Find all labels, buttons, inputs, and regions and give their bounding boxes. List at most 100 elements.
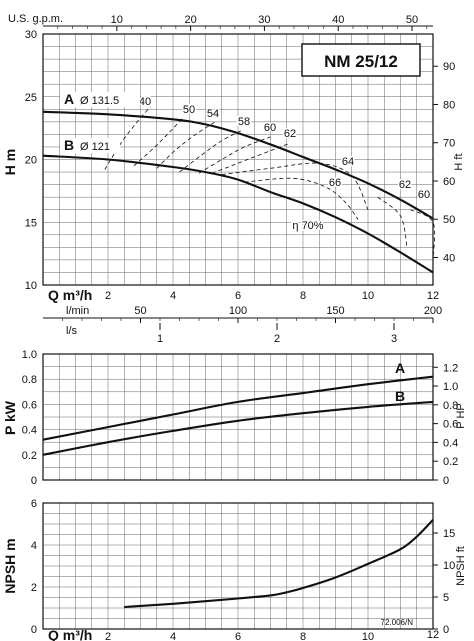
npsh-ft-tick: 10 [443, 560, 455, 572]
efficiency-curve [104, 106, 151, 170]
head-y-label: H m [2, 149, 18, 175]
gpm-tick: 20 [184, 14, 196, 26]
lmin-tick: 150 [326, 305, 344, 317]
head-x-tick: 8 [300, 290, 306, 302]
head-x-tick: 10 [362, 290, 374, 302]
power-hp-tick: 0.6 [443, 419, 458, 431]
gpm-tick: 30 [258, 14, 270, 26]
power-y-tick: 0.6 [22, 399, 37, 411]
power-y-tick: 1.0 [22, 349, 37, 361]
efficiency-label: 64 [342, 156, 354, 168]
efficiency-curve [377, 196, 408, 248]
gpm-tick: 40 [332, 14, 344, 26]
power-hp-label: P HP [455, 403, 467, 428]
series-b-label-bg [60, 138, 120, 153]
lmin-tick: 100 [229, 305, 247, 317]
head-y-tick: 10 [25, 280, 37, 292]
head-ft-tick: 40 [443, 252, 455, 264]
head-x-tick: 12 [427, 290, 439, 302]
power-series-b-label: B [395, 388, 405, 404]
head-y-tick: 25 [25, 92, 37, 104]
power-y-tick: 0.8 [22, 374, 37, 386]
npsh-x-tick: 8 [300, 631, 306, 641]
efficiency-label: 54 [207, 108, 219, 120]
npsh-ft-label: NPSH ft [455, 546, 467, 586]
efficiency-label: 58 [238, 116, 250, 128]
efficiency-70-label: η 70% [292, 220, 323, 232]
series-a-label-bg [60, 92, 140, 107]
head-ft-tick: 70 [443, 138, 455, 150]
lmin-axis-label: l/min [66, 305, 89, 317]
head-x-tick: 6 [235, 290, 241, 302]
efficiency-label: 62 [399, 179, 411, 191]
npsh-frame [42, 502, 434, 630]
efficiency-curve [211, 142, 291, 174]
lmin-tick: 200 [424, 305, 442, 317]
title-box [301, 43, 421, 77]
series-b-diameter: Ø 121 [80, 141, 110, 153]
npsh-x-tick: 2 [105, 631, 111, 641]
npsh-x-tick: 4 [170, 631, 176, 641]
head-curve-b [42, 154, 434, 274]
figure-code: 72.006/N [381, 618, 414, 627]
npsh-x-tick: 10 [362, 631, 374, 641]
npsh-y-tick: 4 [31, 540, 37, 552]
head-ft-tick: 50 [443, 214, 455, 226]
efficiency-curve [179, 130, 242, 173]
head-x-tick: 4 [170, 290, 176, 302]
efficiency-label: 50 [183, 104, 195, 116]
gpm-axis-label: U.S. g.p.m. [8, 13, 63, 25]
npsh-y-tick: 0 [31, 624, 37, 636]
head-x-tick: 2 [105, 290, 111, 302]
ls-axis-label: l/s [66, 325, 78, 337]
ls-tick: 3 [391, 333, 397, 345]
gpm-tick: 10 [111, 14, 123, 26]
power-curve-b [42, 400, 434, 456]
series-b-label: B [64, 137, 74, 153]
power-y-tick: 0.2 [22, 450, 37, 462]
power-hp-tick: 0.8 [443, 400, 458, 412]
power-hp-tick: 1.0 [443, 381, 458, 393]
efficiency-label: 62 [284, 128, 296, 140]
head-frame [42, 33, 434, 286]
power-series-a-label: A [395, 360, 405, 376]
power-y-tick: 0 [31, 475, 37, 487]
power-hp-tick: 1.2 [443, 362, 458, 374]
power-hp-tick: 0.2 [443, 456, 458, 468]
npsh-y-tick: 2 [31, 582, 37, 594]
head-y-tick: 15 [25, 217, 37, 229]
power-hp-tick: 0.4 [443, 437, 458, 449]
efficiency-curve [133, 117, 184, 167]
chart-title: NM 25/12 [324, 52, 398, 71]
efficiency-label: 60 [264, 122, 276, 134]
ls-tick: 1 [157, 333, 163, 345]
curves-layer [42, 106, 436, 609]
power-y-tick: 0.4 [22, 425, 37, 437]
head-x-label: Q m³/h [48, 287, 92, 303]
power-frame [42, 353, 434, 481]
npsh-x-label: Q m³/h [48, 627, 92, 641]
efficiency-label: 66 [329, 177, 341, 189]
lmin-tick: 50 [134, 305, 146, 317]
grid-layer [42, 33, 434, 630]
head-y-tick: 20 [25, 155, 37, 167]
npsh-curve [124, 519, 434, 609]
npsh-x-tick: 6 [235, 631, 241, 641]
power-curve-a [42, 375, 434, 441]
power-hp-tick: 0 [443, 475, 449, 487]
head-ft-tick: 60 [443, 176, 455, 188]
head-ft-label: H ft [453, 153, 465, 170]
gpm-tick: 50 [406, 14, 418, 26]
series-a-label: A [64, 91, 74, 107]
power-y-label: P kW [2, 400, 18, 435]
npsh-y-tick: 6 [31, 498, 37, 510]
npsh-ft-tick: 5 [443, 592, 449, 604]
efficiency-label: 40 [139, 96, 151, 108]
head-y-tick: 30 [25, 29, 37, 41]
efficiency-label: 60 [418, 189, 430, 201]
ls-tick: 2 [274, 333, 280, 345]
npsh-y-label: NPSH m [2, 538, 18, 593]
head-ft-tick: 90 [443, 61, 455, 73]
npsh-ft-tick: 0 [443, 624, 449, 636]
